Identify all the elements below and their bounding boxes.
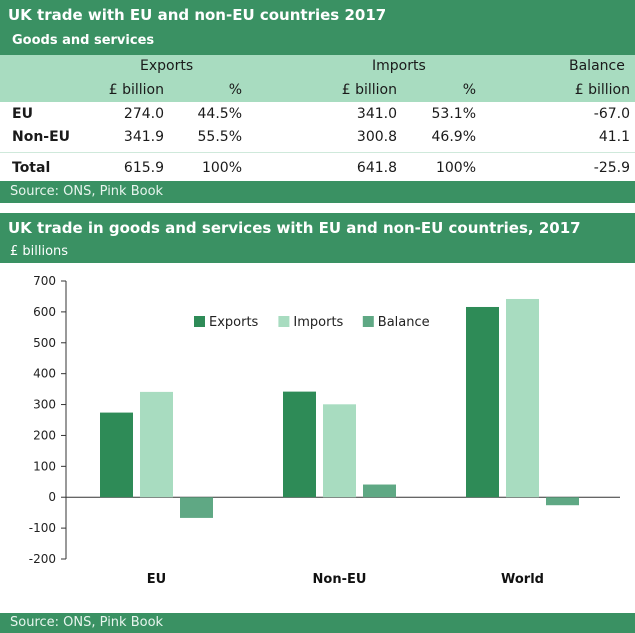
col-exports-pct: % (228, 82, 242, 98)
y-tick-label: 700 (33, 274, 56, 288)
legend-label-balance: Balance (378, 315, 430, 330)
bar-exports-noneu (283, 391, 316, 498)
row-label-non-eu: Non-EU (12, 129, 71, 145)
cell-eu-imports-pct: 53.1% (431, 106, 476, 122)
legend-swatch-imports (278, 316, 290, 327)
cell-eu-exports: 274.0 (123, 106, 164, 122)
bar-imports-noneu (323, 404, 356, 498)
cell-noneu-exports: 341.9 (123, 129, 164, 145)
legend-swatch-exports (194, 316, 205, 327)
legend-label-imports: Imports (293, 315, 343, 330)
y-tick-label: 0 (48, 490, 56, 504)
x-category-label: World (501, 572, 544, 587)
y-tick-label: 200 (33, 428, 56, 442)
cell-noneu-imports: 300.8 (356, 129, 397, 145)
cell-total-exports-pct: 100% (201, 160, 242, 176)
x-category-label: Non-EU (313, 572, 367, 587)
table-column-header: Exports Imports Balance £ billion % £ bi… (0, 55, 635, 102)
trade-chart-panel: UK trade in goods and services with EU a… (0, 213, 635, 633)
y-tick-label: 500 (33, 336, 56, 350)
y-tick-label: 300 (33, 398, 56, 412)
col-group-balance: Balance (569, 58, 625, 74)
bar-exports-eu (100, 412, 133, 498)
col-group-imports: Imports (372, 58, 426, 74)
cell-eu-imports: 341.0 (356, 106, 397, 122)
col-balance-billion: £ billion (574, 82, 630, 98)
table-subtitle: Goods and services (12, 33, 155, 48)
col-group-exports: Exports (140, 58, 194, 74)
cell-noneu-balance: 41.1 (598, 129, 630, 145)
cell-eu-exports-pct: 44.5% (197, 106, 242, 122)
row-label-eu: EU (12, 106, 33, 122)
x-category-label: EU (147, 572, 166, 587)
y-tick-label: -100 (29, 521, 56, 535)
chart-source: Source: ONS, Pink Book (10, 615, 164, 630)
chart-y-unit: £ billions (10, 244, 69, 259)
y-tick-label: 100 (33, 459, 56, 473)
table-source-bar: Source: ONS, Pink Book (0, 181, 635, 203)
cell-noneu-imports-pct: 46.9% (431, 129, 476, 145)
cell-noneu-exports-pct: 55.5% (197, 129, 242, 145)
cell-total-imports-pct: 100% (435, 160, 476, 176)
bar-exports-world (466, 306, 499, 498)
chart-header-bar: UK trade in goods and services with EU a… (0, 213, 635, 263)
table-row-divider (0, 152, 635, 153)
col-exports-billion: £ billion (108, 82, 164, 98)
y-tick-label: 400 (33, 367, 56, 381)
y-tick-label: -200 (29, 552, 56, 566)
cell-total-imports: 641.8 (356, 160, 397, 176)
legend-label-exports: Exports (209, 315, 259, 330)
bar-balance-world (546, 497, 579, 506)
bar-balance-eu (180, 497, 213, 518)
cell-eu-balance: -67.0 (593, 106, 630, 122)
col-imports-pct: % (462, 82, 476, 98)
chart-title: UK trade in goods and services with EU a… (8, 219, 581, 237)
bar-chart: -200 -100 0 100 200 300 400 500 600 700 EU Non-EU Wo… (29, 274, 620, 587)
chart-source-bar: Source: ONS, Pink Book (0, 613, 635, 633)
legend-swatch-balance (362, 316, 374, 327)
y-tick-label: 600 (33, 305, 56, 319)
bar-imports-eu (140, 391, 173, 498)
trade-table-panel: UK trade with EU and non-EU countries 20… (0, 0, 635, 203)
cell-total-balance: -25.9 (593, 160, 630, 176)
bar-balance-noneu (363, 484, 396, 498)
row-label-total: Total (12, 160, 51, 176)
table-header-bar: UK trade with EU and non-EU countries 20… (0, 0, 635, 55)
col-imports-billion: £ billion (341, 82, 397, 98)
cell-total-exports: 615.9 (123, 160, 164, 176)
table-title: UK trade with EU and non-EU countries 20… (8, 6, 387, 24)
bar-imports-world (506, 298, 539, 498)
table-source: Source: ONS, Pink Book (10, 184, 164, 199)
